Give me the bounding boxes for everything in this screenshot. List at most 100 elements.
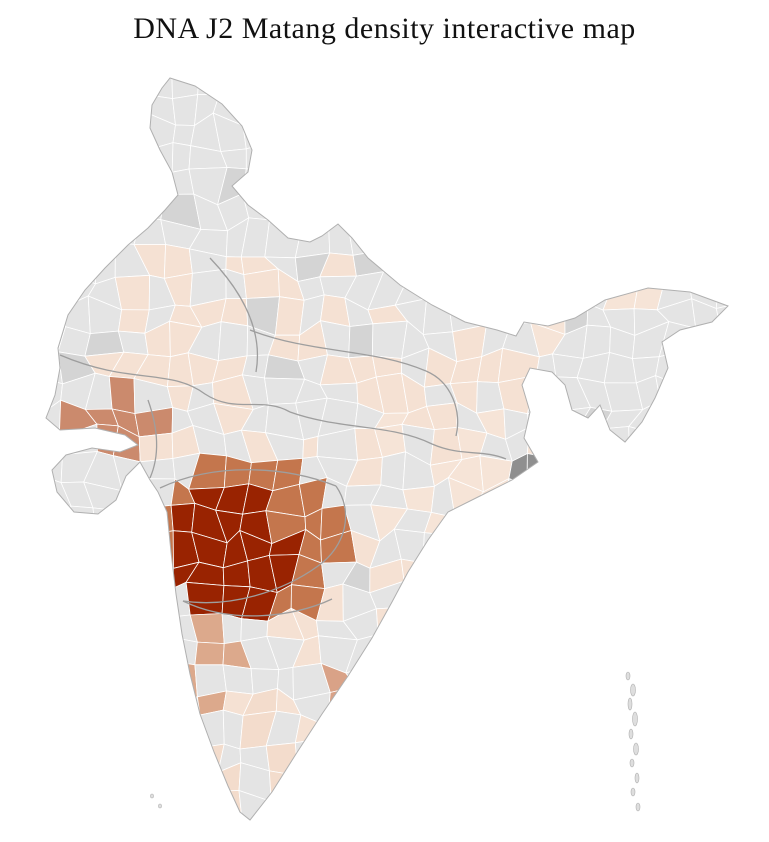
district-cell[interactable] — [632, 580, 668, 621]
district-cell[interactable] — [116, 150, 143, 180]
district-cell[interactable] — [683, 660, 721, 699]
lakshadweep-island[interactable] — [150, 793, 154, 799]
district-cell[interactable] — [499, 610, 536, 645]
district-cell[interactable] — [504, 195, 529, 231]
district-cell[interactable] — [82, 189, 122, 229]
district-cell[interactable] — [171, 63, 200, 100]
district-cell[interactable] — [525, 766, 565, 802]
district-cell[interactable] — [479, 561, 513, 595]
district-cell[interactable] — [30, 505, 72, 543]
district-cell[interactable] — [328, 200, 355, 222]
district-cell[interactable] — [424, 193, 455, 229]
district-cell[interactable] — [734, 269, 769, 304]
district-cell[interactable] — [393, 740, 435, 777]
district-cell[interactable] — [267, 117, 293, 149]
district-cell[interactable] — [400, 166, 434, 195]
district-cell[interactable] — [139, 609, 174, 642]
district-cell[interactable] — [497, 374, 537, 415]
district-cell[interactable] — [137, 60, 173, 100]
district-cell[interactable] — [422, 554, 451, 594]
andaman-island[interactable] — [628, 728, 634, 740]
district-cell[interactable] — [194, 641, 225, 666]
district-cell[interactable] — [679, 350, 718, 389]
district-cell[interactable] — [579, 254, 618, 275]
district-cell[interactable] — [120, 528, 143, 566]
district-cell[interactable] — [343, 793, 381, 819]
district-cell[interactable] — [709, 431, 742, 456]
district-cell[interactable] — [740, 358, 765, 382]
district-cell[interactable] — [603, 818, 640, 842]
district-cell[interactable] — [739, 140, 769, 169]
district-cell[interactable] — [399, 248, 431, 275]
district-cell[interactable] — [296, 774, 329, 798]
district-cell[interactable] — [716, 555, 746, 594]
district-cell[interactable] — [58, 559, 96, 595]
district-cell[interactable] — [117, 821, 147, 842]
district-cell[interactable] — [290, 117, 333, 149]
district-cell[interactable] — [735, 453, 769, 486]
district-cell[interactable] — [578, 555, 619, 594]
district-cell[interactable] — [603, 555, 640, 583]
district-cell[interactable] — [709, 350, 747, 387]
district-cell[interactable] — [61, 660, 88, 699]
district-cell[interactable] — [108, 376, 136, 415]
district-cell[interactable] — [628, 226, 665, 257]
district-cell[interactable] — [405, 71, 435, 97]
district-cell[interactable] — [375, 606, 402, 635]
district-cell[interactable] — [170, 502, 196, 533]
district-cell[interactable] — [713, 512, 748, 536]
district-cell[interactable] — [631, 99, 668, 125]
district-cell[interactable] — [138, 823, 174, 842]
district-cell[interactable] — [166, 769, 199, 798]
district-cell[interactable] — [479, 166, 509, 200]
district-cell[interactable] — [139, 636, 173, 665]
district-cell[interactable] — [242, 87, 277, 127]
district-cell[interactable] — [369, 747, 397, 770]
district-cell[interactable] — [526, 374, 557, 415]
district-cell[interactable] — [139, 458, 176, 480]
district-cell[interactable] — [472, 245, 507, 283]
district-cell[interactable] — [684, 454, 716, 483]
district-cell[interactable] — [143, 740, 174, 771]
district-cell[interactable] — [188, 790, 224, 825]
district-cell[interactable] — [448, 277, 482, 308]
lakshadweep-island[interactable] — [158, 803, 162, 809]
district-cell[interactable] — [420, 248, 453, 280]
district-cell[interactable] — [447, 554, 488, 595]
district-cell[interactable] — [394, 791, 432, 827]
district-cell[interactable] — [683, 637, 718, 665]
district-cell[interactable] — [83, 92, 119, 127]
district-cell[interactable] — [653, 514, 695, 537]
district-cell[interactable] — [428, 61, 456, 97]
andaman-island[interactable] — [633, 742, 639, 756]
district-cell[interactable] — [500, 149, 541, 178]
district-cell[interactable] — [683, 121, 716, 153]
district-cell[interactable] — [510, 688, 540, 721]
district-cell[interactable] — [114, 274, 151, 311]
district-cell[interactable] — [529, 711, 555, 746]
district-cell[interactable] — [161, 792, 199, 829]
district-cell[interactable] — [86, 721, 124, 745]
district-cell[interactable] — [326, 793, 349, 820]
district-cell[interactable] — [120, 507, 149, 538]
district-cell[interactable] — [471, 504, 505, 537]
district-cell[interactable] — [427, 118, 453, 150]
district-cell[interactable] — [609, 255, 640, 283]
district-cell[interactable] — [291, 94, 332, 128]
district-cell[interactable] — [161, 814, 194, 842]
district-cell[interactable] — [402, 485, 435, 513]
district-cell[interactable] — [689, 191, 715, 233]
district-cell[interactable] — [554, 406, 592, 433]
district-cell[interactable] — [480, 738, 506, 775]
district-cell[interactable] — [656, 556, 689, 590]
district-cell[interactable] — [584, 613, 612, 644]
district-cell[interactable] — [663, 99, 684, 124]
andaman-island[interactable] — [627, 697, 633, 711]
district-cell[interactable] — [83, 554, 122, 595]
andaman-island[interactable] — [630, 787, 636, 797]
district-cell[interactable] — [659, 230, 692, 249]
district-cell[interactable] — [738, 696, 769, 721]
district-cell[interactable] — [447, 582, 481, 617]
district-cell[interactable] — [242, 118, 271, 150]
district-cell[interactable] — [368, 764, 410, 805]
